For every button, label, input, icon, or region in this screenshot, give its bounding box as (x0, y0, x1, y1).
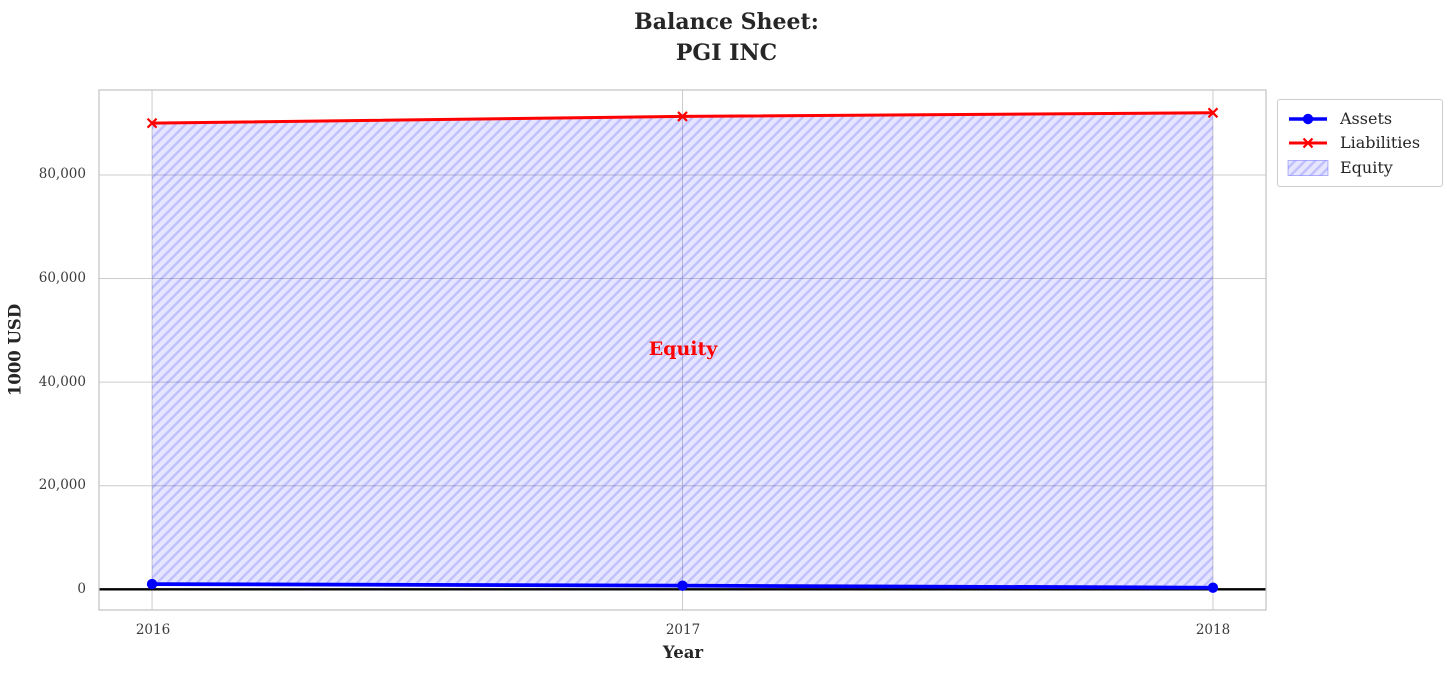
legend-item-equity: Equity (1287, 158, 1433, 178)
y-tick-label: 20,000 (38, 477, 86, 493)
plot-frame (98, 89, 1267, 611)
chart-title: Balance Sheet: PGI INC (634, 9, 819, 66)
y-tick-label: 60,000 (38, 270, 86, 286)
x-tick-label: 2018 (1195, 622, 1231, 638)
legend-label: Liabilities (1340, 133, 1421, 152)
x-axis-label: Year (662, 643, 704, 662)
y-tick-label: 40,000 (38, 374, 86, 390)
liabilities-marker (677, 111, 688, 122)
assets-marker (1207, 582, 1219, 593)
y-tick-label: 0 (77, 581, 86, 597)
x-tick-label: 2016 (135, 622, 171, 638)
assets-marker (677, 580, 688, 591)
equity-legend-swatch (1287, 159, 1329, 176)
legend: Assets Liabilities Equity (1277, 99, 1443, 187)
liabilities-marker (146, 117, 158, 129)
assets-legend-marker (1289, 113, 1327, 124)
liabilities-legend-marker (1289, 137, 1327, 149)
legend-label: Assets (1340, 108, 1393, 128)
equity-annotation: Equity (648, 338, 718, 360)
legend-item-liabilities: Liabilities (1287, 133, 1433, 153)
y-tick-label: 80,000 (38, 166, 86, 182)
liabilities-marker (1207, 107, 1219, 119)
legend-item-assets: Assets (1287, 109, 1433, 129)
equity-fill-hatch (152, 112, 1213, 588)
assets-marker (146, 578, 158, 590)
legend-label: Equity (1340, 157, 1393, 177)
x-tick-label: 2017 (665, 622, 701, 638)
